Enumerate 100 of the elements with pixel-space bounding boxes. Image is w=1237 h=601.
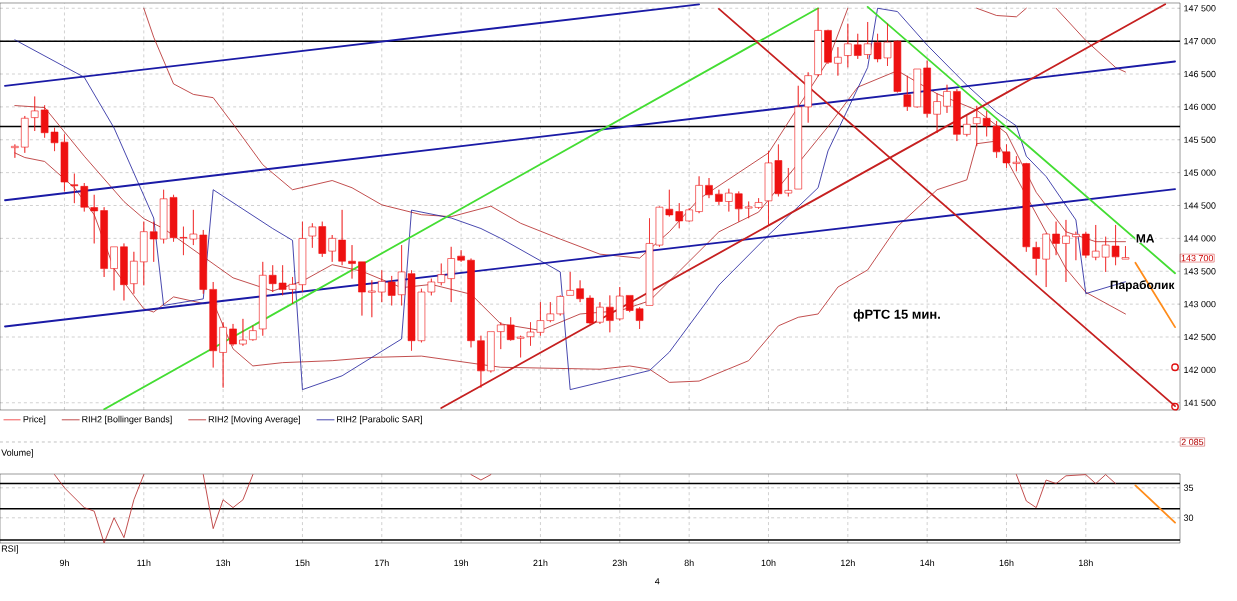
- candlestick: [824, 29, 832, 65]
- line-series: [1016, 474, 1116, 508]
- x-tick-label: 9h: [59, 559, 69, 567]
- candlestick: [734, 191, 743, 222]
- candlestick: [953, 88, 961, 142]
- y-tick-label: 146 000: [1184, 103, 1216, 111]
- candlestick: [199, 229, 208, 295]
- candlestick: [596, 301, 604, 325]
- candlestick: [615, 286, 624, 321]
- candlestick: [140, 221, 148, 286]
- y-tick-label: 145 000: [1184, 169, 1216, 176]
- candlestick: [834, 46, 842, 76]
- candlestick: [705, 177, 713, 199]
- x-tick-label: 10h: [761, 559, 776, 567]
- candlestick: [378, 269, 386, 303]
- y-tick-label: 142 500: [1184, 333, 1216, 341]
- candlestick: [933, 93, 941, 134]
- candlestick: [70, 173, 79, 204]
- candlestick: [30, 96, 39, 132]
- text: Volume]: [1, 449, 33, 458]
- candlestick: [923, 60, 931, 118]
- candlestick: [11, 144, 19, 159]
- candlestick: [794, 85, 803, 190]
- candlestick: [1052, 221, 1060, 256]
- candlestick: [943, 84, 951, 114]
- y-tick-label: 147 500: [1184, 5, 1216, 12]
- text: 4: [654, 578, 660, 585]
- x-tick-label: 11h: [137, 559, 151, 567]
- candlestick: [368, 280, 376, 318]
- candlestick: [308, 222, 317, 249]
- x-tick-label: 13h: [216, 559, 231, 567]
- y-tick-label: 147 000: [1184, 37, 1216, 45]
- legend-label: RIH2 [Moving Average]: [208, 415, 300, 425]
- x-tick-label: 15h: [295, 559, 310, 567]
- candlestick: [576, 280, 584, 303]
- candlestick: [90, 194, 98, 244]
- y-tick-label: 30: [1183, 514, 1194, 521]
- candlestick: [963, 115, 971, 137]
- x-tick-label: 14h: [920, 559, 935, 567]
- legend-label: RIH2 [Bollinger Bands]: [82, 415, 172, 425]
- y-tick-label: 142 000: [1184, 366, 1216, 374]
- candlestick: [675, 202, 684, 229]
- candlestick: [338, 209, 346, 266]
- line-series: [1055, 7, 1126, 73]
- candlestick: [1042, 233, 1050, 288]
- candlestick: [120, 243, 128, 301]
- candlestick: [1032, 241, 1040, 276]
- candlestick: [457, 249, 465, 263]
- candlestick: [586, 295, 594, 325]
- candlestick: [328, 234, 336, 263]
- candlestick: [219, 321, 227, 388]
- line-series: [143, 7, 849, 259]
- candlestick: [972, 105, 981, 147]
- y-tick-label: 141 500: [1184, 399, 1216, 406]
- x-tick-label: 23h: [612, 559, 627, 567]
- candlestick: [844, 23, 852, 68]
- candlestick: [229, 323, 237, 347]
- candlestick: [318, 221, 327, 258]
- candlestick: [725, 188, 733, 212]
- x-tick-label: 12h: [841, 559, 855, 567]
- line-series: [54, 474, 145, 543]
- legend-label: Price]: [23, 415, 46, 425]
- legend-label: RIH2 [Parabolic SAR]: [337, 415, 422, 425]
- candlestick: [239, 318, 247, 347]
- candlestick: [913, 68, 922, 108]
- text: 2 085: [1181, 438, 1204, 446]
- text: RSI]: [1, 545, 19, 554]
- candlestick: [1082, 231, 1090, 259]
- candlestick: [606, 295, 614, 333]
- x-tick-label: 17h: [374, 559, 389, 567]
- y-tick-label: 143 000: [1184, 300, 1216, 308]
- candlestick: [1062, 219, 1070, 283]
- candlestick: [903, 75, 912, 112]
- candlestick: [477, 335, 485, 388]
- candlestick: [804, 72, 812, 123]
- candlestick: [1072, 231, 1080, 261]
- candlestick: [487, 331, 495, 373]
- candlestick: [685, 207, 693, 222]
- candlestick: [814, 7, 822, 77]
- candlestick: [80, 182, 89, 212]
- candlestick: [249, 325, 257, 341]
- annotation: MA: [1136, 234, 1155, 243]
- y-tick-label: 143 500: [1184, 268, 1216, 275]
- candlestick: [259, 261, 267, 336]
- candlestick: [566, 271, 574, 296]
- y-tick-label: 144 000: [1184, 235, 1216, 242]
- candlestick: [447, 246, 455, 303]
- text: 143 700: [1181, 254, 1214, 262]
- candlestick: [100, 206, 108, 278]
- y-tick-label: 35: [1183, 484, 1194, 491]
- line-series: [202, 474, 254, 529]
- x-tick-label: 8h: [684, 559, 694, 567]
- candlestick: [21, 115, 29, 154]
- candlestick: [853, 33, 862, 60]
- candlestick: [348, 244, 356, 279]
- text: фРТС 15 мин.: [853, 309, 940, 322]
- candlestick: [695, 176, 703, 214]
- x-tick-label: 19h: [454, 559, 468, 567]
- candlestick: [358, 261, 366, 316]
- candlestick: [496, 321, 505, 350]
